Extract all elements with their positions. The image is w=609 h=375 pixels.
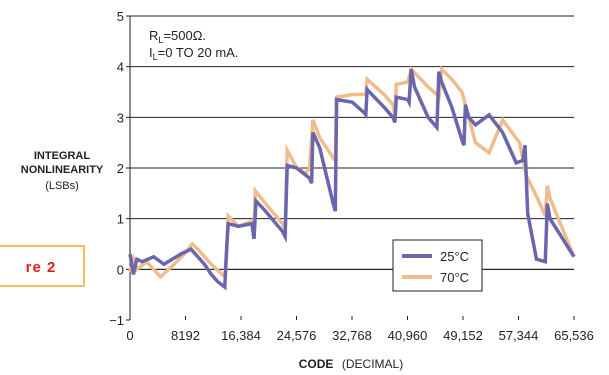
figure-tag-label: re 2 xyxy=(26,259,57,276)
annotation-line1: RL=500Ω. xyxy=(149,28,206,45)
annotation-line2: IL=0 TO 20 mA. xyxy=(149,45,238,62)
annotation-line1-sub: L xyxy=(158,35,163,45)
condition-annotation: RL=500Ω. IL=0 TO 20 mA. xyxy=(142,26,270,62)
y-tick-label: 0 xyxy=(117,262,124,277)
y-tick-label: −1 xyxy=(109,313,124,328)
annotation-line2-sub: L xyxy=(153,52,158,62)
y-tick-label: 5 xyxy=(117,9,124,24)
y-tick-label: 1 xyxy=(117,212,124,227)
y-axis-label: INTEGRAL NONLINEARITY (LSBs) xyxy=(21,150,104,192)
figure-tag: re 2 xyxy=(0,245,85,287)
x-tick-label: 57,344 xyxy=(499,328,539,343)
x-tick-label: 8192 xyxy=(171,328,200,343)
series-lines xyxy=(128,65,576,291)
y-axis-label-line1: INTEGRAL xyxy=(34,150,91,162)
legend: 25°C 70°C xyxy=(392,239,483,292)
x-tick-label: 24,576 xyxy=(277,328,317,343)
x-tick-labels: 0 8192 16,384 24,576 32,768 40,960 49,152 57,34… xyxy=(126,316,594,343)
series-line-0 xyxy=(128,68,576,291)
legend-label-70c: 70°C xyxy=(440,270,469,285)
y-tick-label: 2 xyxy=(117,161,124,176)
y-tick-label: 3 xyxy=(117,110,124,125)
x-axis-label: CODE (DECIMAL) xyxy=(299,355,403,372)
y-axis-label-line2: NONLINEARITY xyxy=(21,164,104,176)
y-tick-labels: −1 0 1 2 3 4 5 xyxy=(109,9,130,328)
x-tick-label: 32,768 xyxy=(332,328,372,343)
figure-tag-box xyxy=(0,245,85,287)
x-axis-label-rest: (DECIMAL) xyxy=(342,357,403,371)
legend-label-25c: 25°C xyxy=(440,249,469,264)
y-axis-label-unit: (LSBs) xyxy=(45,180,79,192)
x-tick-label: 16,384 xyxy=(221,328,261,343)
x-tick-label: 0 xyxy=(126,328,133,343)
legend-box xyxy=(392,239,483,292)
x-axis-label-bold: CODE xyxy=(299,357,334,371)
x-tick-label: 40,960 xyxy=(388,328,428,343)
y-tick-label: 4 xyxy=(117,60,124,75)
x-tick-label: 65,536 xyxy=(554,328,594,343)
x-tick-label: 49,152 xyxy=(443,328,483,343)
